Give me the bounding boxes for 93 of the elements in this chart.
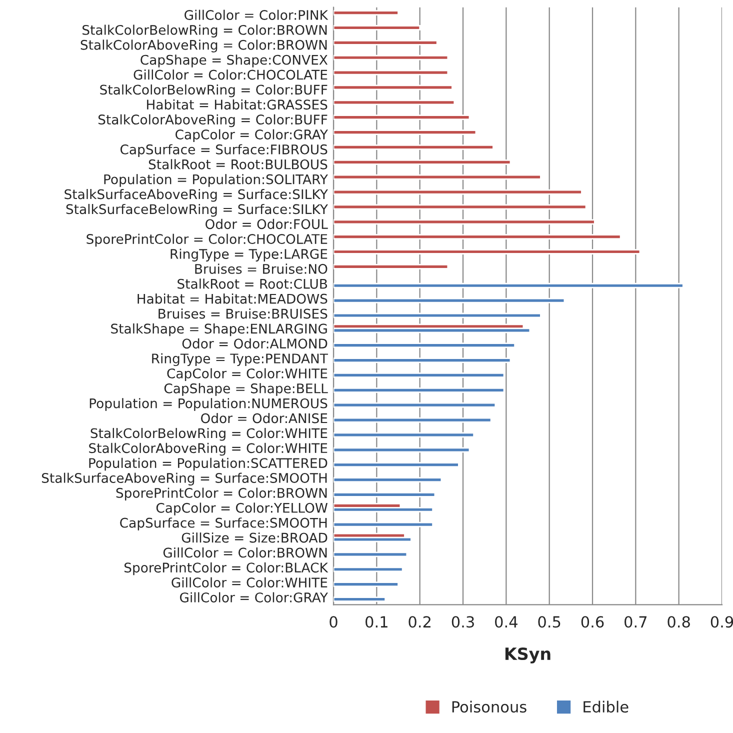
bar <box>334 402 496 408</box>
y-tick-label: CapColor = Color:YELLOW <box>156 502 328 516</box>
bar <box>334 84 453 90</box>
y-tick-label: StalkColorAboveRing = Color:BUFF <box>98 114 328 128</box>
bar <box>334 522 434 528</box>
y-tick-label: StalkSurfaceAboveRing = Surface:SMOOTH <box>42 472 327 486</box>
bar <box>334 204 587 210</box>
x-tick-label: 0.1 <box>366 616 388 628</box>
y-tick-label: GillColor = Color:BROWN <box>163 547 327 558</box>
bar <box>334 312 542 318</box>
bar <box>334 144 494 150</box>
y-tick-label: GillSize = Size:BROAD <box>182 532 328 543</box>
y-tick-label: GillColor = Color:PINK <box>184 10 328 20</box>
legend-label: Edible <box>584 700 628 713</box>
y-tick-label: GillColor = Color:WHITE <box>172 577 328 588</box>
y-tick-label: StalkColorAboveRing = Color:BROWN <box>80 40 327 52</box>
x-tick-label: 0.5 <box>538 616 560 628</box>
x-tick-label: 0.2 <box>408 616 430 628</box>
bar <box>334 10 399 16</box>
y-tick-label: Bruises = Bruise:NO <box>195 264 328 274</box>
y-tick-label: StalkColorAboveRing = Color:WHITE <box>89 442 328 456</box>
bar <box>334 159 512 165</box>
x-tick-label: 0.9 <box>710 616 733 628</box>
bar <box>334 328 531 334</box>
bar <box>334 447 470 453</box>
bar <box>334 54 449 60</box>
y-tick-label: CapColor = Color:GRAY <box>176 129 328 142</box>
y-tick-label: CapShape = Shape:BELL <box>164 383 328 396</box>
y-tick-label: Population = Population:SCATTERED <box>89 458 328 471</box>
bar <box>334 298 566 304</box>
bar <box>334 596 386 602</box>
legend-label: Poisonous <box>452 700 526 713</box>
y-tick-label: Habitat = Habitat:MEADOWS <box>138 294 328 304</box>
bar <box>334 189 582 195</box>
bar <box>334 372 505 378</box>
bar <box>334 387 505 393</box>
bar <box>334 582 399 587</box>
x-tick-label: 0.4 <box>495 616 518 628</box>
y-tick-label: CapSurface = Surface:FIBROUS <box>120 144 328 157</box>
bar <box>334 100 456 106</box>
y-tick-label: StalkColorBelowRing = Color:BROWN <box>82 24 327 38</box>
y-tick-label: StalkColorBelowRing = Color:BUFF <box>100 84 328 98</box>
bar <box>334 492 436 498</box>
x-axis-title: KSyn <box>505 647 550 664</box>
y-tick-label: StalkRoot = Root:CLUB <box>178 278 328 289</box>
bar <box>334 506 434 512</box>
y-tick-label: SporePrintColor = Color:CHOCOLATE <box>86 234 328 247</box>
y-tick-label: StalkSurfaceAboveRing = Surface:SILKY <box>64 189 328 202</box>
y-tick-label: Population = Population:NUMEROUS <box>90 398 328 411</box>
y-tick-label: CapSurface = Surface:SMOOTH <box>120 518 327 530</box>
y-tick-label: StalkSurfaceBelowRing = Surface:SILKY <box>66 204 328 217</box>
y-tick-label: CapShape = Shape:CONVEX <box>140 54 328 68</box>
bar <box>334 264 449 270</box>
bar <box>334 432 474 438</box>
x-tick-label: 0 <box>330 616 338 628</box>
bar <box>334 174 542 180</box>
y-tick-label: RingType = Type:PENDANT <box>152 353 328 366</box>
bar <box>334 358 512 363</box>
y-tick-label: GillColor = Color:CHOCOLATE <box>134 70 328 80</box>
x-tick-label: 0.8 <box>668 616 690 628</box>
bar <box>334 249 641 254</box>
bar <box>334 417 492 423</box>
y-tick-label: GillColor = Color:GRAY <box>180 592 328 602</box>
bar <box>334 114 470 120</box>
bar <box>334 219 596 225</box>
y-tick-label: StalkColorBelowRing = Color:WHITE <box>90 428 328 441</box>
y-tick-label: CapColor = Color:WHITE <box>167 368 328 381</box>
y-tick-label: Habitat = Habitat:GRASSES <box>147 99 328 110</box>
bar <box>334 70 449 76</box>
x-tick-label: 0.3 <box>452 616 474 628</box>
x-tick-label: 0.7 <box>624 616 647 628</box>
bar <box>334 462 460 468</box>
y-tick-label: Population = Population:SOLITARY <box>104 174 328 187</box>
bar <box>334 282 684 288</box>
y-tick-label: Odor = Odor:ANISE <box>201 413 328 424</box>
bar <box>334 342 516 348</box>
bar <box>334 477 442 482</box>
bar <box>334 566 404 572</box>
y-tick-label: Odor = Odor:ALMOND <box>182 338 328 349</box>
bar <box>334 234 622 240</box>
x-tick-label: 0.6 <box>581 616 604 628</box>
y-tick-label: StalkShape = Shape:ENLARGING <box>111 323 327 336</box>
y-tick-label: RingType = Type:LARGE <box>170 248 328 262</box>
y-tick-label: StalkRoot = Root:BULBOUS <box>148 159 328 170</box>
y-tick-label: Bruises = Bruise:BRUISES <box>158 308 328 319</box>
bar <box>334 536 412 542</box>
y-tick-label: Odor = Odor:FOUL <box>206 218 328 230</box>
bar <box>334 130 477 135</box>
bar <box>334 552 408 558</box>
y-tick-label: SporePrintColor = Color:BROWN <box>116 488 327 500</box>
bar <box>334 40 438 46</box>
bar <box>334 25 421 30</box>
y-tick-label: SporePrintColor = Color:BLACK <box>124 562 328 576</box>
